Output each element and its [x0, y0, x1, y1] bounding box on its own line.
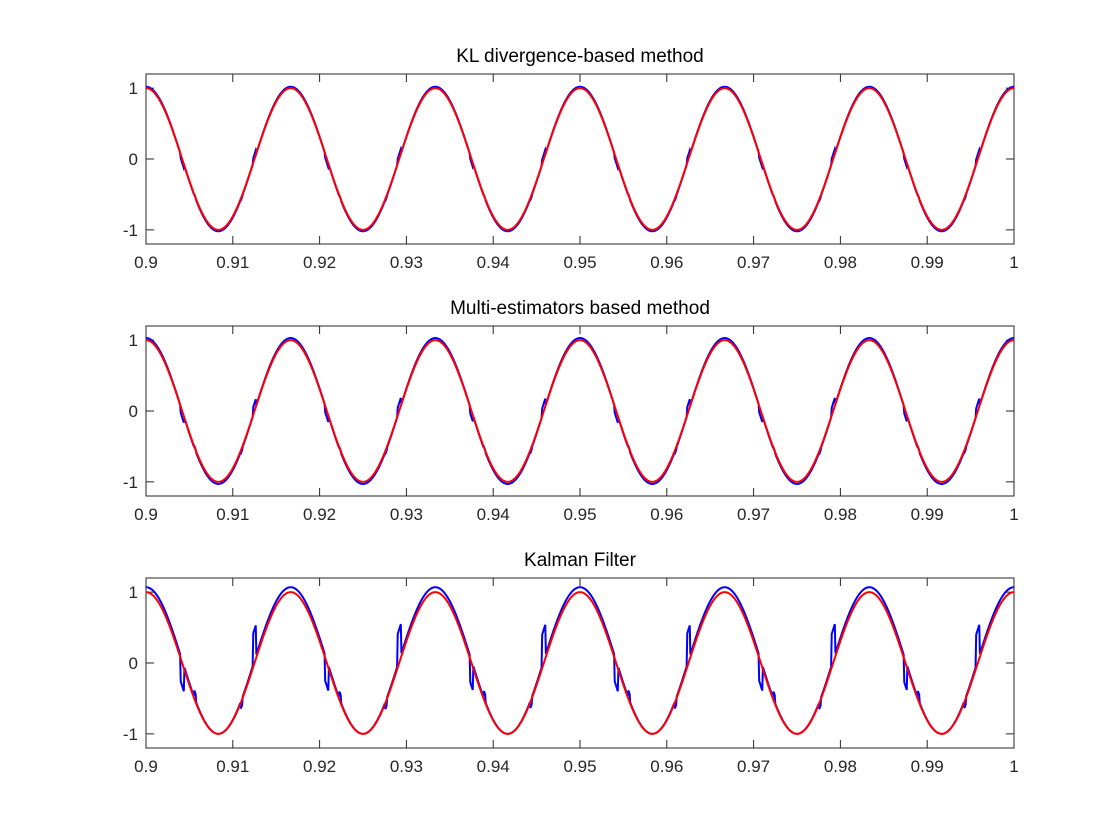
- y-tick-label: -1: [123, 221, 138, 240]
- subplot-title: Multi-estimators based method: [450, 298, 710, 319]
- y-tick-label: -1: [123, 725, 138, 744]
- y-tick-label: 1: [129, 331, 138, 350]
- x-tick-label: 1: [1009, 253, 1018, 272]
- x-tick-label: 0.94: [477, 505, 510, 524]
- y-tick-label: 0: [129, 402, 138, 421]
- y-tick-label: 1: [129, 583, 138, 602]
- series-line-blue-estimate: [146, 337, 1014, 485]
- x-tick-label: 0.9: [134, 253, 158, 272]
- x-tick-label: 0.96: [650, 505, 683, 524]
- x-tick-label: 0.95: [563, 757, 596, 776]
- x-tick-label: 0.96: [650, 757, 683, 776]
- x-tick-label: 0.95: [563, 253, 596, 272]
- x-tick-label: 0.97: [737, 505, 770, 524]
- x-tick-label: 1: [1009, 505, 1018, 524]
- subplot-title: Kalman Filter: [524, 550, 637, 571]
- x-tick-label: 0.99: [911, 253, 944, 272]
- x-tick-label: 0.98: [824, 253, 857, 272]
- series-line-blue-estimate: [146, 85, 1014, 233]
- subplot-multi-estimators: Multi-estimators based method 0.9 0.91 0.9…: [123, 298, 1019, 524]
- x-tick-label: 0.99: [911, 757, 944, 776]
- x-tick-label: 0.92: [303, 505, 336, 524]
- series-line-blue-estimate: [146, 586, 1014, 735]
- x-tick-label: 0.92: [303, 253, 336, 272]
- x-tick-label: 0.92: [303, 757, 336, 776]
- x-tick-label: 0.9: [134, 505, 158, 524]
- x-tick-label: 0.93: [390, 505, 423, 524]
- x-tick-label: 0.96: [650, 253, 683, 272]
- y-tick-label: 1: [129, 79, 138, 98]
- subplot-kl-divergence: KL divergence-based method 0.9 0.91 0.92 0.…: [123, 46, 1019, 272]
- x-tick-label: 0.94: [477, 757, 510, 776]
- series-line-red-reference: [146, 339, 1014, 483]
- x-tick-label: 0.98: [824, 757, 857, 776]
- x-tick-label: 0.98: [824, 505, 857, 524]
- x-tick-label: 0.97: [737, 253, 770, 272]
- subplot-title: KL divergence-based method: [456, 46, 704, 67]
- series-line-red-reference: [146, 87, 1014, 231]
- axes-box: [145, 577, 1015, 749]
- x-tick-label: 0.97: [737, 757, 770, 776]
- x-tick-label: 0.9: [134, 757, 158, 776]
- x-tick-label: 0.95: [563, 505, 596, 524]
- y-tick-label: 0: [129, 150, 138, 169]
- y-tick-label: -1: [123, 473, 138, 492]
- x-tick-label: 0.91: [216, 505, 249, 524]
- x-tick-label: 0.99: [911, 505, 944, 524]
- x-tick-label: 1: [1009, 757, 1018, 776]
- y-tick-label: 0: [129, 654, 138, 673]
- x-tick-label: 0.94: [477, 253, 510, 272]
- x-tick-label: 0.93: [390, 253, 423, 272]
- x-tick-label: 0.91: [216, 253, 249, 272]
- x-tick-label: 0.93: [390, 757, 423, 776]
- x-tick-label: 0.91: [216, 757, 249, 776]
- subplot-kalman-filter: Kalman Filter 0.9 0.91 0.92 0.93 0.94 0.95 0.9…: [123, 550, 1019, 776]
- series-line-red-reference: [146, 591, 1014, 735]
